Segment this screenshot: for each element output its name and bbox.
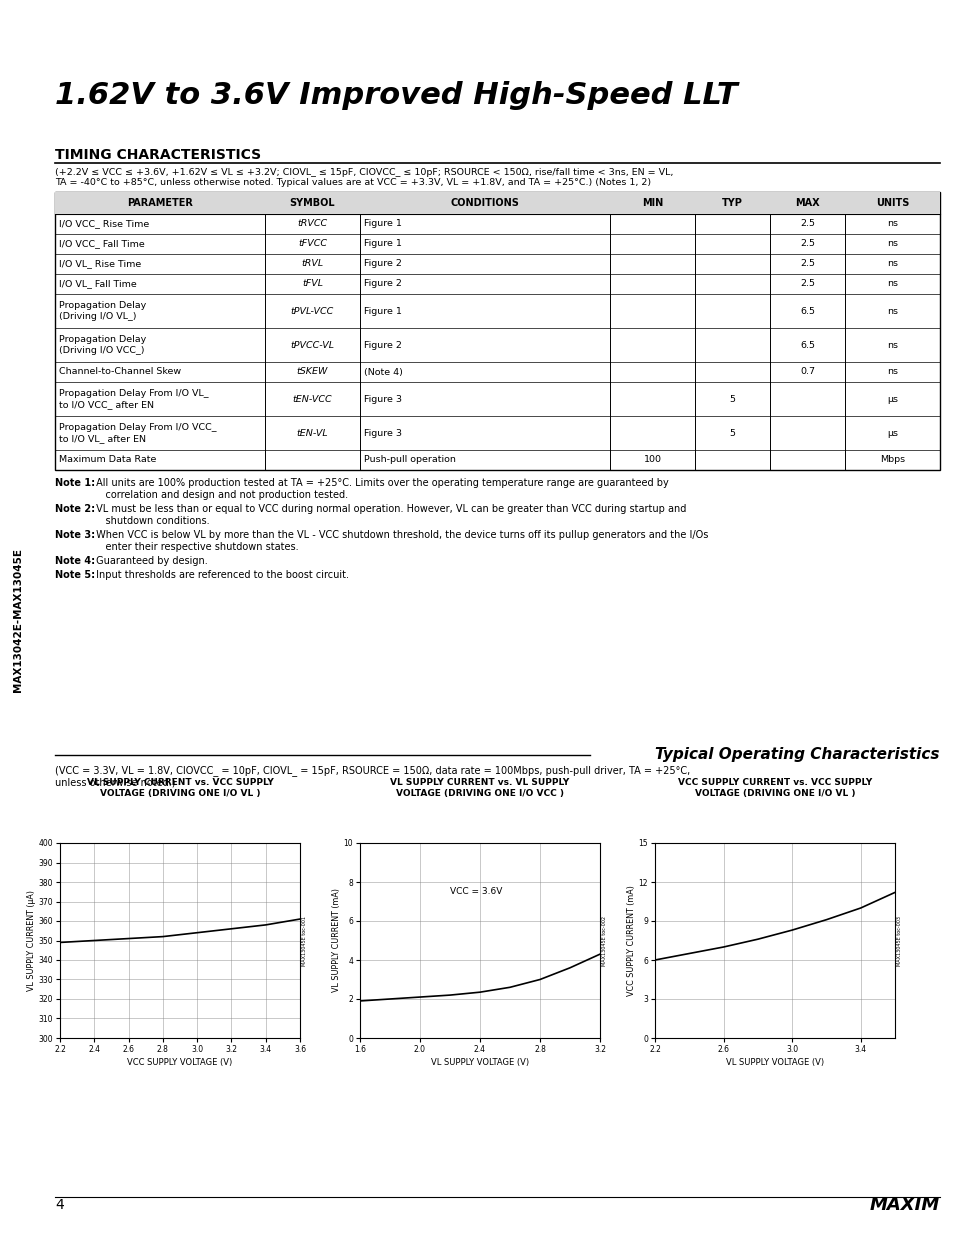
Text: tEN-VCC: tEN-VCC [293, 394, 332, 404]
Text: tEN-VL: tEN-VL [296, 429, 328, 437]
Text: SYMBOL: SYMBOL [290, 198, 335, 207]
Text: ns: ns [886, 220, 897, 228]
Text: Propagation Delay
(Driving I/O VCC_): Propagation Delay (Driving I/O VCC_) [59, 335, 146, 354]
Text: When VCC is below VL by more than the VL - VCC shutdown threshold, the device tu: When VCC is below VL by more than the VL… [92, 530, 708, 552]
Text: VCC SUPPLY CURRENT vs. VCC SUPPLY
VOLTAGE (DRIVING ONE I/O VL ): VCC SUPPLY CURRENT vs. VCC SUPPLY VOLTAG… [678, 778, 871, 798]
X-axis label: VL SUPPLY VOLTAGE (V): VL SUPPLY VOLTAGE (V) [725, 1058, 823, 1067]
Text: tPVCC-VL: tPVCC-VL [291, 341, 335, 350]
Text: 2.5: 2.5 [800, 279, 814, 289]
Text: MAX13042E-MAX13045E: MAX13042E-MAX13045E [13, 548, 23, 692]
Text: tRVL: tRVL [301, 259, 323, 268]
Text: MAX13045E toc-003: MAX13045E toc-003 [897, 915, 902, 966]
Text: 0.7: 0.7 [800, 368, 814, 377]
Text: Push-pull operation: Push-pull operation [364, 456, 456, 464]
Text: I/O VCC_ Fall Time: I/O VCC_ Fall Time [59, 240, 145, 248]
Text: I/O VL_ Fall Time: I/O VL_ Fall Time [59, 279, 136, 289]
Text: Propagation Delay From I/O VL_
to I/O VCC_ after EN: Propagation Delay From I/O VL_ to I/O VC… [59, 389, 209, 409]
Text: Typical Operating Characteristics: Typical Operating Characteristics [655, 747, 939, 762]
Text: Figure 2: Figure 2 [364, 259, 401, 268]
Text: I/O VCC_ Rise Time: I/O VCC_ Rise Time [59, 220, 149, 228]
Text: Note 3:: Note 3: [55, 530, 95, 540]
Y-axis label: VL SUPPLY CURRENT (mA): VL SUPPLY CURRENT (mA) [332, 888, 340, 993]
Text: 2.5: 2.5 [800, 259, 814, 268]
Text: Figure 3: Figure 3 [364, 394, 401, 404]
Text: ns: ns [886, 341, 897, 350]
Text: ns: ns [886, 279, 897, 289]
Text: Figure 3: Figure 3 [364, 429, 401, 437]
Text: Figure 2: Figure 2 [364, 341, 401, 350]
Text: Mbps: Mbps [879, 456, 904, 464]
Text: Note 5:: Note 5: [55, 571, 95, 580]
Text: μs: μs [886, 429, 897, 437]
Text: TYP: TYP [721, 198, 742, 207]
Y-axis label: VCC SUPPLY CURRENT (mA): VCC SUPPLY CURRENT (mA) [626, 885, 635, 995]
Text: μs: μs [886, 394, 897, 404]
Text: 5: 5 [729, 394, 735, 404]
Text: Guaranteed by design.: Guaranteed by design. [92, 556, 208, 566]
Text: tFVCC: tFVCC [297, 240, 327, 248]
Text: VL SUPPLY CURRENT vs. VL SUPPLY
VOLTAGE (DRIVING ONE I/O VCC ): VL SUPPLY CURRENT vs. VL SUPPLY VOLTAGE … [390, 778, 569, 798]
Text: 6.5: 6.5 [800, 341, 814, 350]
Text: Figure 1: Figure 1 [364, 220, 401, 228]
Text: VL must be less than or equal to VCC during normal operation. However, VL can be: VL must be less than or equal to VCC dur… [92, 504, 685, 526]
Text: MAX13045E toc-002: MAX13045E toc-002 [601, 915, 607, 966]
Text: I/O VL_ Rise Time: I/O VL_ Rise Time [59, 259, 141, 268]
Text: Note 1:: Note 1: [55, 478, 95, 488]
Text: All units are 100% production tested at TA = +25°C. Limits over the operating te: All units are 100% production tested at … [92, 478, 668, 500]
Y-axis label: VL SUPPLY CURRENT (μA): VL SUPPLY CURRENT (μA) [27, 890, 35, 990]
Text: CONDITIONS: CONDITIONS [450, 198, 518, 207]
Text: Channel-to-Channel Skew: Channel-to-Channel Skew [59, 368, 181, 377]
Text: ns: ns [886, 240, 897, 248]
Text: tPVL-VCC: tPVL-VCC [291, 306, 334, 315]
X-axis label: VL SUPPLY VOLTAGE (V): VL SUPPLY VOLTAGE (V) [431, 1058, 529, 1067]
Text: 6.5: 6.5 [800, 306, 814, 315]
Text: 5: 5 [729, 429, 735, 437]
Text: tFVL: tFVL [302, 279, 323, 289]
Text: 2.5: 2.5 [800, 220, 814, 228]
Text: Note 2:: Note 2: [55, 504, 95, 514]
Text: Figure 1: Figure 1 [364, 306, 401, 315]
Text: Propagation Delay
(Driving I/O VL_): Propagation Delay (Driving I/O VL_) [59, 301, 146, 321]
Text: 2.5: 2.5 [800, 240, 814, 248]
Text: 4: 4 [55, 1198, 64, 1212]
Text: Input thresholds are referenced to the boost circuit.: Input thresholds are referenced to the b… [92, 571, 349, 580]
Text: MIN: MIN [641, 198, 662, 207]
Text: (Note 4): (Note 4) [364, 368, 402, 377]
Text: ns: ns [886, 368, 897, 377]
Text: Note 4:: Note 4: [55, 556, 95, 566]
Text: MAX13045E toc-001: MAX13045E toc-001 [302, 915, 307, 966]
FancyBboxPatch shape [55, 191, 939, 471]
Text: MAX: MAX [795, 198, 819, 207]
Text: Maximum Data Rate: Maximum Data Rate [59, 456, 156, 464]
Text: TIMING CHARACTERISTICS: TIMING CHARACTERISTICS [55, 148, 261, 162]
Text: tSKEW: tSKEW [296, 368, 328, 377]
Text: ns: ns [886, 259, 897, 268]
Text: MAXIM: MAXIM [869, 1195, 939, 1214]
Text: 1.62V to 3.6V Improved High-Speed LLT: 1.62V to 3.6V Improved High-Speed LLT [55, 80, 737, 110]
Text: (VCC = 3.3V, VL = 1.8V, CIOVCC_ = 10pF, CIOVL_ = 15pF, RSOURCE = 150Ω, data rate: (VCC = 3.3V, VL = 1.8V, CIOVCC_ = 10pF, … [55, 764, 690, 788]
Text: VCC = 3.6V: VCC = 3.6V [450, 887, 502, 897]
Text: Figure 2: Figure 2 [364, 279, 401, 289]
FancyBboxPatch shape [55, 191, 939, 214]
X-axis label: VCC SUPPLY VOLTAGE (V): VCC SUPPLY VOLTAGE (V) [128, 1058, 233, 1067]
Text: UNITS: UNITS [875, 198, 908, 207]
Text: Figure 1: Figure 1 [364, 240, 401, 248]
Text: ns: ns [886, 306, 897, 315]
Text: Propagation Delay From I/O VCC_
to I/O VL_ after EN: Propagation Delay From I/O VCC_ to I/O V… [59, 422, 216, 443]
Text: tRVCC: tRVCC [297, 220, 327, 228]
Text: VL SUPPLY CURRENT vs. VCC SUPPLY
VOLTAGE (DRIVING ONE I/O VL ): VL SUPPLY CURRENT vs. VCC SUPPLY VOLTAGE… [87, 778, 274, 798]
Text: 100: 100 [643, 456, 660, 464]
Text: PARAMETER: PARAMETER [127, 198, 193, 207]
Text: (+2.2V ≤ VCC ≤ +3.6V, +1.62V ≤ VL ≤ +3.2V; CIOVL_ ≤ 15pF, CIOVCC_ ≤ 10pF; RSOURC: (+2.2V ≤ VCC ≤ +3.6V, +1.62V ≤ VL ≤ +3.2… [55, 168, 673, 188]
